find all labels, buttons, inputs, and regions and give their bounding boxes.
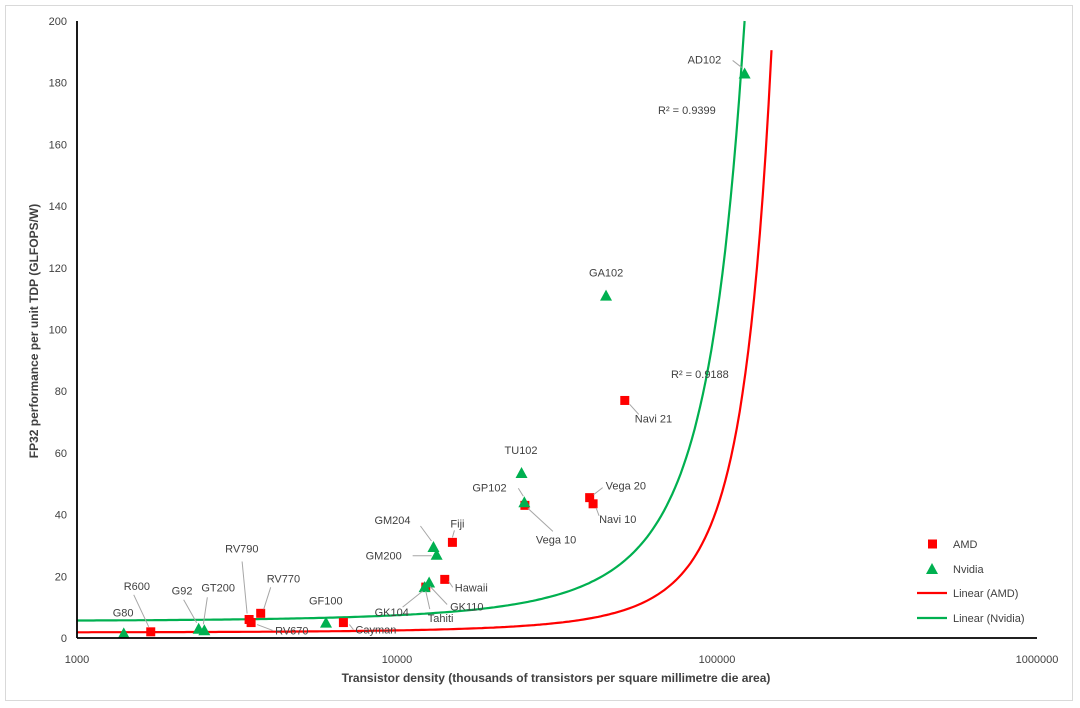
leader-line-gk110 [429, 586, 448, 605]
x-tick-label: 1000 [65, 654, 89, 666]
leader-line-rv770 [263, 587, 272, 610]
chart-frame [5, 5, 1073, 701]
point-label-gm200: GM200 [366, 551, 402, 563]
leader-line-gt200 [202, 597, 208, 625]
legend-nvidia-marker [926, 563, 938, 574]
leader-line-rv670 [256, 624, 274, 632]
x-tick-label: 100000 [699, 654, 736, 666]
leader-line-gp102 [517, 487, 524, 497]
leader-line-r600 [133, 594, 150, 628]
point-nvidia-gp102 [518, 496, 531, 508]
leader-line-g92 [183, 599, 198, 623]
point-amd-vega-20 [585, 493, 595, 503]
point-label-rv790: RV790 [225, 543, 258, 555]
trendline-amd [77, 50, 773, 634]
point-label-rv770: RV770 [267, 573, 300, 585]
point-label-vega-20: Vega 20 [606, 481, 646, 493]
point-nvidia-gk110 [423, 576, 436, 588]
leader-line-cayman [349, 624, 354, 630]
trendline-nvidia [77, 20, 746, 622]
leader-line-gm204 [420, 525, 432, 542]
point-label-cayman: Cayman [355, 625, 396, 637]
point-amd-cayman [338, 618, 348, 628]
point-nvidia-ga102 [600, 289, 613, 301]
point-nvidia-gm200 [430, 548, 443, 560]
point-nvidia-gf100 [320, 616, 333, 628]
point-label-g80: G80 [113, 607, 134, 619]
y-tick-label: 160 [49, 139, 67, 151]
point-amd-hawaii [440, 574, 450, 584]
point-nvidia-g80 [117, 627, 130, 639]
legend-linear-amd-label: Linear (AMD) [953, 588, 1018, 600]
point-amd-fiji [447, 537, 457, 547]
y-tick-label: 180 [49, 78, 67, 90]
point-nvidia-tu102 [515, 466, 528, 478]
r2-amd-label: R² = 0.9188 [671, 369, 729, 381]
point-label-ad102: AD102 [688, 54, 722, 66]
leader-line-navi-10 [595, 507, 600, 516]
y-tick-label: 100 [49, 325, 67, 337]
leader-line-vega-20 [593, 487, 603, 496]
leader-line-vega-10 [527, 507, 554, 532]
point-label-r600: R600 [124, 581, 150, 593]
point-label-gt200: GT200 [201, 582, 235, 594]
point-amd-navi-21 [620, 395, 630, 405]
point-label-gk104: GK104 [375, 607, 409, 619]
y-tick-label: 80 [55, 386, 67, 398]
y-tick-label: 0 [61, 633, 67, 645]
y-tick-label: 140 [49, 201, 67, 213]
x-axis-title: Transistor density (thousands of transis… [342, 671, 771, 685]
legend-amd-label: AMD [953, 539, 978, 551]
point-label-navi-10: Navi 10 [599, 514, 636, 526]
y-tick-label: 120 [49, 263, 67, 275]
point-label-gm204: GM204 [374, 515, 410, 527]
r2-nvidia-label: R² = 0.9399 [658, 105, 716, 117]
point-label-tu102: TU102 [505, 445, 538, 457]
x-tick-label: 1000000 [1016, 654, 1059, 666]
leader-line-fiji [451, 530, 455, 538]
leader-line-ad102 [732, 60, 742, 68]
legend-amd-marker [928, 539, 937, 549]
point-amd-rv790 [244, 614, 254, 624]
point-amd-rv770 [256, 608, 266, 618]
point-nvidia-gm204 [427, 540, 440, 552]
x-tick-label: 10000 [382, 654, 413, 666]
leader-line-rv790 [241, 561, 248, 614]
point-label-gp102: GP102 [472, 482, 506, 494]
point-nvidia-ad102 [738, 67, 751, 79]
point-label-ga102: GA102 [589, 268, 623, 280]
y-tick-label: 20 [55, 571, 67, 583]
y-axis-title: FP32 performance per unit TDP (GLFOPS/W) [27, 204, 41, 458]
leader-line-gk104 [402, 590, 423, 608]
point-amd-navi-10 [588, 499, 598, 509]
point-amd-r600 [146, 627, 156, 637]
point-label-gf100: GF100 [309, 596, 343, 608]
y-tick-label: 200 [49, 16, 67, 28]
point-label-g92: G92 [172, 586, 193, 598]
point-label-fiji: Fiji [450, 518, 464, 530]
y-tick-label: 40 [55, 510, 67, 522]
point-label-hawaii: Hawaii [455, 582, 488, 594]
point-label-tahiti: Tahiti [428, 613, 454, 625]
legend-nvidia-label: Nvidia [953, 564, 984, 576]
leader-line-tahiti [425, 590, 431, 610]
point-label-vega-10: Vega 10 [536, 534, 576, 546]
leader-line-hawaii [448, 581, 454, 588]
leader-line-navi-21 [629, 404, 640, 415]
point-label-rv670: RV670 [275, 626, 308, 638]
point-label-navi-21: Navi 21 [635, 413, 672, 425]
legend-linear-nvidia-label: Linear (Nvidia) [953, 613, 1025, 625]
y-tick-label: 60 [55, 448, 67, 460]
point-label-gk110: GK110 [450, 601, 483, 613]
point-nvidia-gt200 [198, 624, 211, 636]
